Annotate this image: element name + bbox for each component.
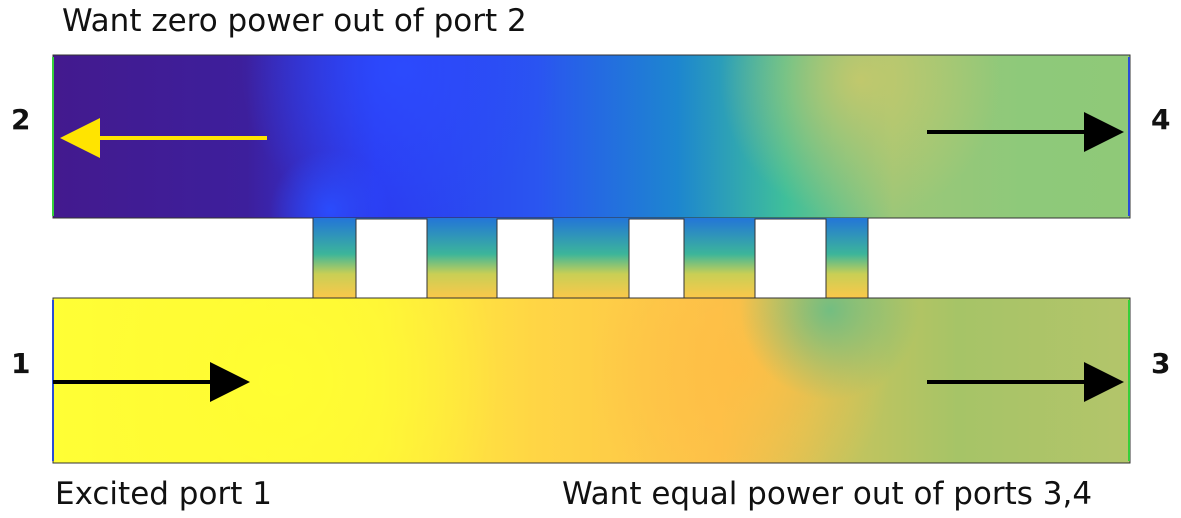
bottom-right-caption: Want equal power out of ports 3,4: [562, 476, 1093, 512]
coupling-region: [312, 218, 869, 299]
top-caption: Want zero power out of port 2: [62, 3, 527, 39]
port-4-label: 4: [1151, 103, 1171, 136]
slot-1: [355, 218, 428, 299]
port-1-label: 1: [11, 347, 31, 380]
port-2-label: 2: [11, 103, 31, 136]
port-3-label: 3: [1151, 347, 1171, 380]
slot-4: [754, 218, 827, 299]
top-waveguide: [52, 54, 1131, 219]
slot-2: [496, 218, 554, 299]
slot-3: [628, 218, 685, 299]
bottom-left-caption: Excited port 1: [55, 476, 272, 512]
